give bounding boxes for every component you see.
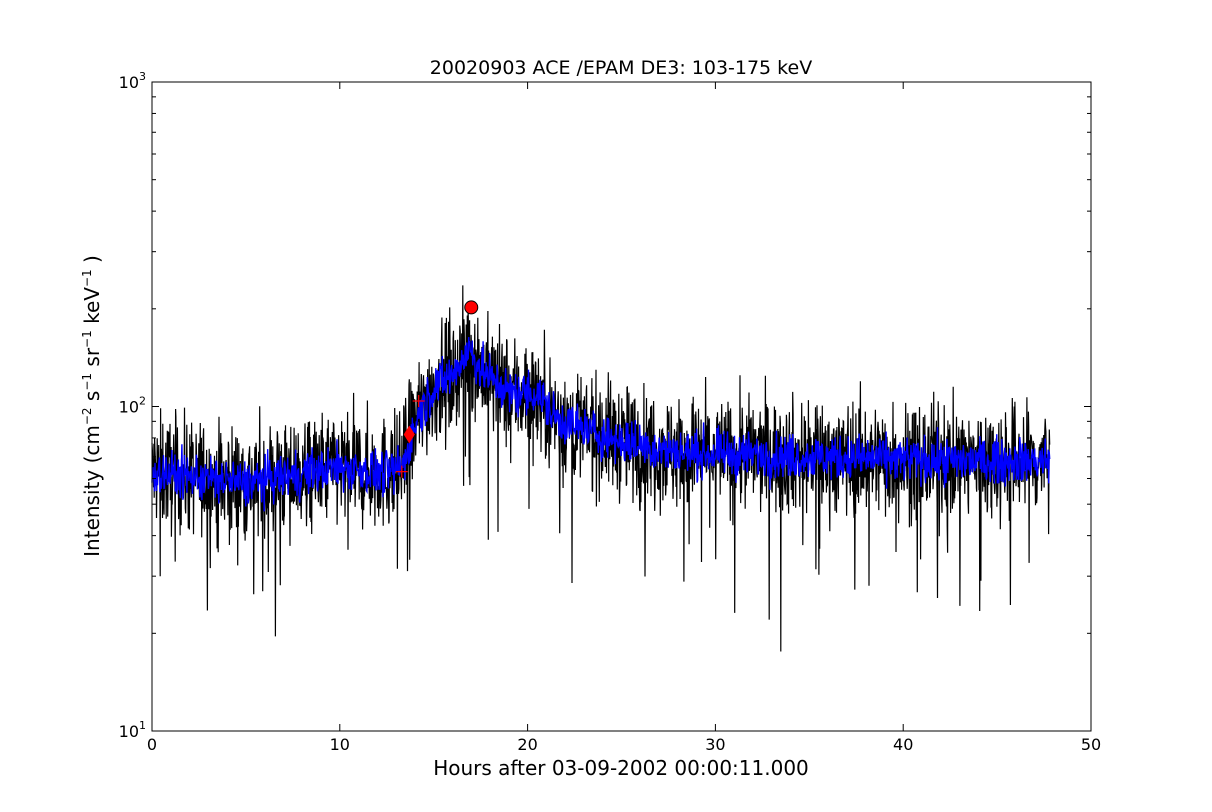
marker-plus-2 [412, 394, 425, 407]
y-tick-label: 103 [119, 70, 146, 92]
series-layer [151, 285, 1051, 652]
x-tick-label: 20 [517, 735, 537, 754]
x-tick-label: 50 [1081, 735, 1101, 754]
y-tick-label: 101 [119, 719, 146, 741]
x-tick-label: 0 [147, 735, 157, 754]
x-tick-label: 30 [705, 735, 725, 754]
marker-plus-0 [395, 465, 408, 478]
marker-layer [395, 300, 479, 478]
marker-circle-3 [464, 300, 479, 315]
x-tick-label: 10 [330, 735, 350, 754]
y-axis-label: Intensity (cm−2 s−1 sr−1 keV−1 ) [80, 255, 104, 557]
series-raw-line [151, 285, 1051, 652]
tick-layer: 0 10 20 30 40 50 101 102 103 [119, 70, 1102, 754]
chart-title: 20020903 ACE /EPAM DE3: 103-175 keV [430, 57, 812, 79]
marker-diamond-1 [403, 425, 415, 444]
x-tick-label: 40 [893, 735, 913, 754]
y-tick-label: 102 [119, 395, 146, 417]
x-axis-label: Hours after 03-09-2002 00:00:11.000 [433, 756, 809, 780]
series-smoothed-line [151, 337, 1051, 512]
plot-area [151, 285, 1051, 652]
